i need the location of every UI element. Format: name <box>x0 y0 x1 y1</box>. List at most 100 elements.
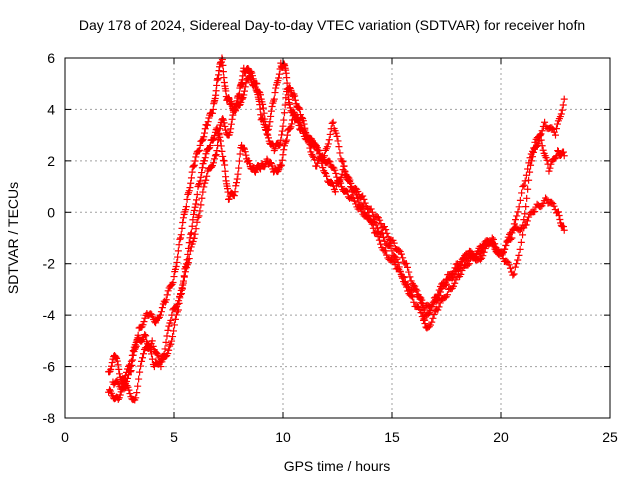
data-point-marker <box>164 326 172 334</box>
data-point-marker <box>211 152 219 160</box>
data-point-marker <box>342 187 350 195</box>
data-point-marker <box>156 311 164 319</box>
data-point-marker <box>178 285 186 293</box>
data-point-marker <box>275 74 283 82</box>
data-point-marker <box>227 125 235 133</box>
data-point-marker <box>325 157 333 165</box>
data-point-marker <box>134 382 142 390</box>
data-point-marker <box>304 134 312 142</box>
data-point-marker <box>480 248 488 256</box>
data-point-marker <box>546 164 554 172</box>
x-tick-label: 0 <box>61 429 69 445</box>
data-point-marker <box>339 158 347 166</box>
data-point-marker <box>155 360 163 368</box>
data-point-marker <box>181 268 189 276</box>
data-point-marker <box>555 211 563 219</box>
data-point-marker <box>208 163 216 171</box>
y-tick-label: 4 <box>47 101 55 117</box>
data-point-marker <box>333 132 341 140</box>
data-point-marker <box>268 102 276 110</box>
data-point-marker <box>247 68 255 76</box>
data-point-marker <box>523 194 531 202</box>
data-point-marker <box>192 225 200 233</box>
data-point-marker <box>179 219 187 227</box>
data-point-marker <box>186 234 194 242</box>
data-point-marker <box>182 206 190 214</box>
data-point-marker <box>510 270 518 278</box>
data-point-marker <box>548 198 556 206</box>
data-point-marker <box>479 252 487 260</box>
data-point-marker <box>481 245 489 253</box>
data-point-marker <box>189 237 197 245</box>
data-point-marker <box>251 167 259 175</box>
data-point-marker <box>203 172 211 180</box>
data-point-marker <box>251 83 259 91</box>
data-point-marker <box>382 226 390 234</box>
data-point-marker <box>184 250 192 258</box>
data-point-marker <box>332 169 340 177</box>
data-point-marker <box>215 130 223 138</box>
data-point-marker <box>441 281 449 289</box>
data-point-marker <box>262 121 270 129</box>
data-point-marker <box>298 114 306 122</box>
data-point-marker <box>324 140 332 148</box>
data-point-marker <box>381 247 389 255</box>
data-point-marker <box>402 260 410 268</box>
data-point-marker <box>192 200 200 208</box>
data-point-marker <box>174 300 182 308</box>
data-point-marker <box>315 146 323 154</box>
data-point-marker <box>516 226 524 234</box>
data-point-marker <box>397 270 405 278</box>
data-point-marker <box>193 196 201 204</box>
data-point-marker <box>467 248 475 256</box>
data-point-marker <box>404 263 412 271</box>
data-point-marker <box>139 354 147 362</box>
data-point-marker <box>128 361 136 369</box>
data-point-marker <box>410 281 418 289</box>
data-point-marker <box>126 390 134 398</box>
data-point-marker <box>123 377 131 385</box>
data-point-marker <box>267 159 275 167</box>
x-tick-label: 25 <box>602 429 618 445</box>
data-point-marker <box>560 226 568 234</box>
data-point-marker <box>139 321 147 329</box>
data-point-marker <box>188 168 196 176</box>
data-point-marker <box>228 115 236 123</box>
data-point-marker <box>213 147 221 155</box>
data-point-marker <box>174 253 182 261</box>
data-point-marker <box>240 91 248 99</box>
data-point-marker <box>421 306 429 314</box>
data-point-marker <box>201 157 209 165</box>
data-point-marker <box>319 156 327 164</box>
data-point-marker <box>376 216 384 224</box>
data-point-marker <box>178 290 186 298</box>
data-point-marker <box>194 213 202 221</box>
data-point-marker <box>163 291 171 299</box>
data-point-marker <box>221 122 229 130</box>
data-point-marker <box>465 260 473 268</box>
data-point-marker <box>171 315 179 323</box>
data-point-marker <box>552 125 560 133</box>
chart-title: Day 178 of 2024, Sidereal Day-to-day VTE… <box>79 17 585 33</box>
data-point-marker <box>261 115 269 123</box>
data-point-marker <box>435 303 443 311</box>
data-point-marker <box>227 120 235 128</box>
tick-labels: 0 5 10 15 20 25 -8 -6 -4 -2 0 2 4 6 <box>43 50 618 445</box>
data-point-marker <box>360 195 368 203</box>
data-point-marker <box>192 153 200 161</box>
data-point-marker <box>197 173 205 181</box>
data-point-marker <box>511 263 519 271</box>
data-point-marker <box>458 258 466 266</box>
data-point-marker <box>374 232 382 240</box>
data-point-marker <box>434 295 442 303</box>
data-point-marker <box>327 178 335 186</box>
data-point-marker <box>190 210 198 218</box>
data-point-marker <box>267 107 275 115</box>
data-point-marker <box>411 282 419 290</box>
data-point-marker <box>300 120 308 128</box>
data-point-marker <box>428 318 436 326</box>
data-point-marker <box>410 298 418 306</box>
data-point-marker <box>170 273 178 281</box>
data-point-marker <box>489 238 497 246</box>
data-point-marker <box>513 212 521 220</box>
